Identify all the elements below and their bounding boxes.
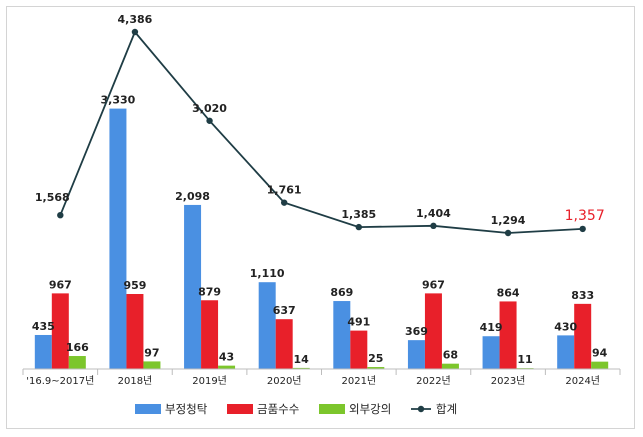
bar-부정청탁-0 — [34, 334, 52, 369]
bar-금품수수-0 — [51, 293, 69, 369]
chart-frame: 435 967 166 3,330 959 97 2,098 879 43 1,110 637 14 8… — [6, 6, 635, 429]
total-value-label: 1,357 — [565, 208, 605, 224]
bar-value-label: 68 — [443, 349, 458, 362]
bar-value-label: 430 — [554, 320, 577, 333]
bar-외부강의-2 — [218, 365, 236, 369]
total-line — [59, 30, 583, 234]
bar-value-label: 43 — [219, 351, 234, 364]
bar-value-label: 25 — [368, 352, 383, 365]
x-tick-label: 2020년 — [267, 375, 302, 387]
bar-value-label: 94 — [592, 347, 608, 360]
bar-value-label: 1,110 — [250, 267, 285, 280]
total-point — [57, 211, 64, 219]
legend-item-외부강의: 외부강의 — [319, 402, 391, 416]
total-point — [504, 229, 512, 237]
legend-item-부정청탁: 부정청탁 — [135, 402, 208, 416]
legend: 부정청탁 금품수수 외부강의 합계 — [135, 402, 457, 416]
bar-value-label: 491 — [347, 316, 370, 329]
bar-외부강의-0 — [68, 356, 86, 369]
legend-item-합계: 합계 — [411, 402, 457, 416]
total-value-label: 1,568 — [35, 191, 70, 204]
legend-label: 금품수수 — [257, 402, 299, 416]
bar-외부강의-1 — [143, 361, 161, 369]
x-tick-label: 2019년 — [192, 375, 227, 387]
total-point — [131, 28, 139, 36]
total-line-group: 1,568 4,386 3,020 1,761 1,385 1,404 1,294 1,357 — [35, 13, 605, 237]
bar-부정청탁-6 — [482, 336, 500, 369]
bar-부정청탁-7 — [557, 335, 575, 369]
total-point — [430, 222, 437, 230]
bar-value-label: 864 — [497, 286, 520, 299]
bar-value-label: 869 — [330, 286, 353, 299]
legend-label: 외부강의 — [349, 402, 391, 416]
bar-부정청탁-2 — [184, 204, 202, 369]
bar-value-label: 833 — [571, 289, 594, 302]
total-value-label: 3,020 — [192, 102, 227, 115]
total-value-label: 1,761 — [267, 184, 302, 197]
x-axis: '16.9~2017년 2018년 2019년 2020년 2021년 2022년 2023… — [22, 368, 621, 387]
total-value-label: 1,385 — [341, 208, 376, 221]
total-point — [280, 199, 288, 206]
bar-외부강의-3 — [292, 367, 310, 369]
total-point — [579, 225, 586, 233]
bar-금품수수-7 — [574, 303, 592, 369]
bar-value-label: 967 — [49, 278, 72, 291]
legend-swatch — [227, 404, 253, 414]
bar-외부강의-5 — [441, 363, 459, 369]
bar-부정청탁-5 — [407, 340, 425, 369]
x-tick-label: 2022년 — [416, 375, 451, 387]
legend-item-금품수수: 금품수수 — [227, 402, 299, 416]
legend-marker — [417, 405, 425, 413]
bar-value-label: 369 — [405, 325, 428, 338]
bar-value-label: 2,098 — [175, 190, 210, 203]
bar-부정청탁-3 — [258, 282, 276, 369]
x-tick-label: 2018년 — [118, 375, 153, 387]
legend-swatch — [319, 404, 345, 414]
bar-value-label: 97 — [144, 346, 159, 359]
bar-부정청탁-1 — [109, 108, 127, 370]
bar-외부강의-7 — [591, 361, 609, 369]
bar-금품수수-3 — [275, 319, 293, 369]
total-point — [206, 117, 213, 124]
bar-value-label: 419 — [480, 321, 503, 334]
bar-value-label: 637 — [273, 304, 296, 317]
chart-svg: 4359671663,330959972,098879431,110637148… — [22, 13, 621, 416]
x-tick-label: 2024년 — [565, 375, 600, 387]
legend-swatch — [135, 404, 161, 414]
legend-label: 합계 — [436, 402, 457, 416]
x-tick-label: 2021년 — [341, 375, 376, 387]
bar-label-group: 4359671663,330959972,098879431,110637148… — [32, 94, 608, 367]
bar-value-label: 879 — [198, 285, 221, 298]
x-tick-label: 2023년 — [491, 375, 526, 387]
total-value-label: 1,294 — [491, 214, 526, 227]
bar-value-label: 967 — [422, 278, 445, 291]
bar-금품수수-1 — [126, 294, 144, 369]
bar-부정청탁-4 — [333, 301, 351, 369]
total-value-label: 1,404 — [416, 207, 451, 220]
bar-금품수수-4 — [350, 330, 368, 369]
bar-value-label: 14 — [294, 353, 310, 366]
bar-금품수수-6 — [499, 301, 517, 369]
bar-value-label: 435 — [32, 320, 55, 333]
total-point — [355, 223, 363, 231]
total-value-label: 4,386 — [118, 13, 153, 26]
bar-외부강의-4 — [367, 367, 385, 369]
x-tick-label: '16.9~2017년 — [26, 375, 94, 387]
bar-금품수수-5 — [424, 293, 442, 369]
bar-value-label: 959 — [123, 279, 146, 292]
bar-value-label: 166 — [66, 341, 89, 354]
bar-금품수수-2 — [201, 300, 219, 369]
bar-group — [34, 108, 609, 370]
bar-value-label: 11 — [517, 353, 532, 366]
legend-label: 부정청탁 — [165, 402, 208, 416]
